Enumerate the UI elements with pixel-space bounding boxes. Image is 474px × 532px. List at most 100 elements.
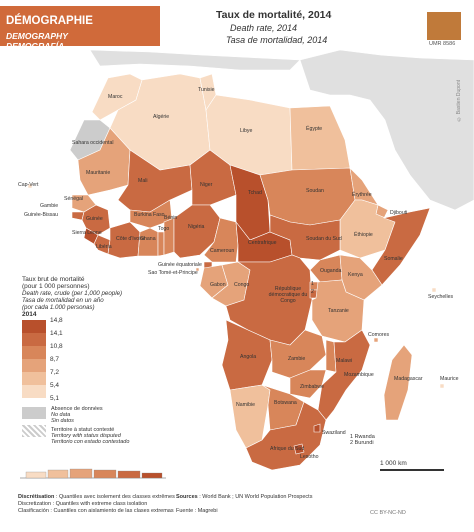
label-congo: Congo bbox=[234, 282, 250, 288]
legend-title-es-1: Tasa de mortalidad en un año bbox=[22, 297, 104, 304]
map-title-es: Tasa de mortalidad, 2014 bbox=[226, 35, 328, 45]
legend-swatch-2 bbox=[22, 333, 46, 346]
label-zambie: Zambie bbox=[288, 356, 306, 362]
label-cap-vert: Cap-Vert bbox=[18, 182, 39, 188]
label-egypte: Égypte bbox=[306, 126, 323, 132]
label-liberia: Libéria bbox=[96, 244, 112, 250]
legend-nodata-fr: Absence de données bbox=[51, 406, 103, 412]
license-text: CC BY-NC-ND bbox=[370, 510, 406, 516]
label-guinee-bissau: Guinée-Bissau bbox=[24, 212, 59, 218]
country-benin bbox=[163, 217, 175, 256]
country-cote-ivoire bbox=[107, 221, 141, 259]
label-malawi: Malawi bbox=[336, 358, 353, 364]
discretization-label: Discrétisation bbox=[18, 494, 55, 500]
country-zambie bbox=[269, 329, 327, 379]
legend-tick-5: 7,2 bbox=[50, 369, 60, 376]
inset-key: 1 Rwanda 2 Burundi bbox=[350, 434, 375, 446]
label-sao-tome: Sao Tomé-et-Principe bbox=[148, 270, 198, 276]
legend-tick-3: 10,8 bbox=[50, 343, 63, 350]
legend-swatch-6 bbox=[22, 385, 46, 398]
label-mauritanie: Mauritanie bbox=[86, 170, 111, 176]
neighbour-land-europe bbox=[89, 49, 301, 71]
side-copyright: © Bastien Dupont bbox=[456, 80, 462, 122]
legend-swatch-4 bbox=[22, 359, 46, 372]
label-ethiopie: Éthiopie bbox=[354, 232, 373, 238]
label-mozambique: Mozambique bbox=[344, 372, 374, 378]
legend-disputed-es: Territorio con estado contestado bbox=[51, 439, 130, 445]
label-somalie: Somalie bbox=[384, 256, 403, 262]
country-mozambique bbox=[317, 329, 371, 421]
label-guinee-eq: Guinée équatoriale bbox=[158, 262, 202, 268]
label-ghana: Ghana bbox=[140, 236, 156, 242]
legend-tick-6: 5,4 bbox=[50, 382, 60, 389]
legend-swatch-1 bbox=[22, 320, 46, 333]
theme-banner: DÉMOGRAPHIE DEMOGRAPHY DEMOGRAFÍA bbox=[0, 6, 160, 51]
map-title-fr: Taux de mortalité, 2014 bbox=[216, 9, 332, 21]
label-cameroun: Cameroun bbox=[210, 248, 235, 254]
legend-title-fr-2: (pour 1 000 personnes) bbox=[22, 283, 90, 290]
theme-title-en: DEMOGRAPHY bbox=[6, 31, 68, 41]
legend-nodata-swatch bbox=[22, 407, 46, 419]
label-lesotho: Lesotho bbox=[300, 454, 319, 460]
label-erythree: Érythrée bbox=[352, 192, 372, 198]
logo-caption: UMR 8586 bbox=[429, 41, 456, 47]
label-soudan-sud: Soudan du Sud bbox=[306, 236, 342, 242]
country-maurice bbox=[439, 383, 445, 389]
country-madagascar bbox=[383, 344, 413, 421]
legend-swatch-5 bbox=[22, 372, 46, 385]
country-cap-vert bbox=[27, 183, 33, 189]
institution-logo bbox=[427, 12, 461, 40]
label-rwanda-num: 1 bbox=[311, 281, 314, 287]
legend-classes: 14,8 14,1 10,8 8,7 7,2 5,4 5,1 bbox=[22, 317, 102, 402]
sources-label: Sources bbox=[176, 494, 198, 500]
country-mali bbox=[117, 149, 193, 213]
discretization-es: Clasificación : Cuantiles con aislamient… bbox=[18, 508, 174, 514]
sources-text: : World Bank ; UN World Population Prosp… bbox=[197, 494, 313, 500]
label-madagascar: Madagascar bbox=[394, 376, 423, 382]
country-afrique-sud bbox=[245, 401, 327, 471]
country-swaziland bbox=[313, 423, 321, 433]
label-gabon: Gabon bbox=[210, 282, 226, 288]
label-swaziland: Swaziland bbox=[322, 430, 346, 436]
label-burkina: Burkina Faso bbox=[134, 212, 165, 218]
country-comores bbox=[373, 337, 379, 343]
label-maurice: Maurice bbox=[440, 376, 459, 382]
legend-year: 2014 bbox=[22, 311, 37, 318]
label-djibouti: Djibouti bbox=[390, 210, 408, 216]
label-afrique-sud: Afrique du Sud bbox=[270, 446, 305, 452]
legend-disputed-swatch bbox=[22, 425, 46, 437]
country-ghana bbox=[137, 227, 159, 257]
label-guinee: Guinée bbox=[86, 216, 103, 222]
country-niger bbox=[189, 149, 237, 206]
legend-nodata-en: No data bbox=[51, 412, 71, 418]
label-botswana: Botswana bbox=[274, 400, 297, 406]
label-mali: Mali bbox=[138, 178, 148, 184]
label-tunisie: Tunisie bbox=[198, 87, 215, 93]
label-tanzanie: Tanzanie bbox=[328, 308, 349, 314]
label-gambie: Gambie bbox=[40, 203, 59, 209]
scale-label: 1 000 km bbox=[380, 460, 407, 467]
label-togo: Togo bbox=[158, 226, 170, 232]
legend-disputed-fr: Territoire à statut contesté bbox=[51, 427, 115, 433]
neighbour-land bbox=[299, 49, 474, 211]
legend-disputed-en: Territory with status disputed bbox=[51, 433, 121, 439]
label-comores: Comores bbox=[368, 332, 390, 338]
label-seychelles: Seychelles bbox=[428, 294, 454, 300]
legend-title-en: Death rate, crude (per 1,000 people) bbox=[22, 290, 123, 297]
label-soudan: Soudan bbox=[306, 188, 324, 194]
theme-title-es: DEMOGRAFÍA bbox=[6, 41, 65, 51]
label-maroc: Maroc bbox=[108, 94, 123, 100]
label-rdc: République démocratique du Congo bbox=[268, 286, 308, 304]
label-algerie: Algérie bbox=[153, 114, 170, 120]
legend-swatch-3 bbox=[22, 346, 46, 359]
label-centrafrique: Centrafrique bbox=[248, 240, 277, 246]
country-egypte bbox=[289, 105, 351, 171]
legend-tick-1: 14,8 bbox=[50, 317, 63, 324]
map-header: DÉMOGRAPHIE DEMOGRAPHY DEMOGRAFÍA Taux d… bbox=[0, 0, 474, 51]
inset-rwanda: 1 Rwanda bbox=[350, 434, 375, 440]
country-sao-tome bbox=[195, 267, 200, 272]
label-sierra-leone: Sierra Leone bbox=[72, 230, 102, 236]
map-title-en: Death rate, 2014 bbox=[230, 23, 298, 33]
label-senegal: Sénégal bbox=[64, 196, 84, 202]
